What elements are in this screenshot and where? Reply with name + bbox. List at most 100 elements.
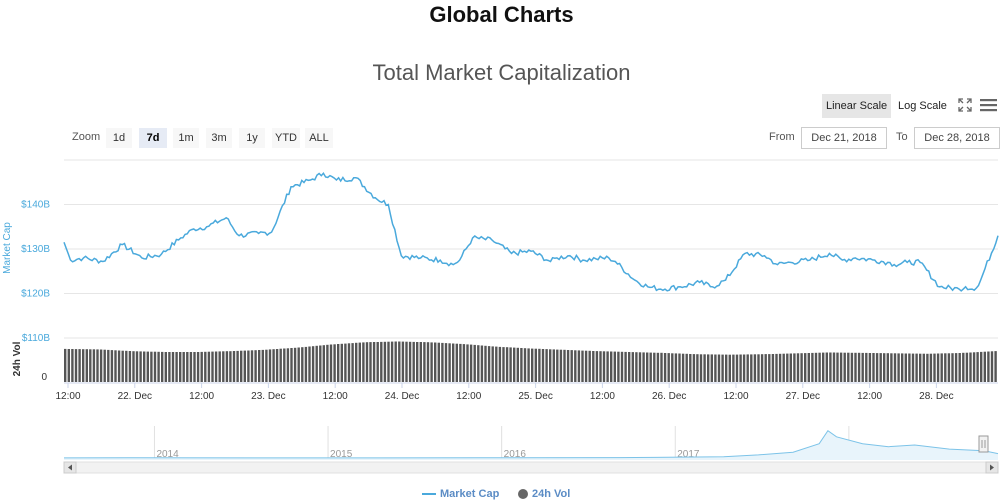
volume-bar xyxy=(883,353,886,382)
volume-bar xyxy=(656,352,660,382)
volume-bar xyxy=(886,353,889,382)
volume-bar xyxy=(681,353,685,382)
volume-bar xyxy=(893,353,897,382)
zoom-3m-button[interactable]: 3m xyxy=(206,128,232,148)
volume-bar xyxy=(218,351,221,382)
volume-bar xyxy=(901,353,904,382)
volume-bar xyxy=(545,349,548,382)
volume-bar xyxy=(699,354,703,382)
volume-bar xyxy=(951,353,954,382)
volume-bar xyxy=(96,349,99,382)
volume-bar xyxy=(592,351,595,382)
zoom-1y-button[interactable]: 1y xyxy=(239,128,265,148)
y-tick-label: $120B xyxy=(21,289,50,300)
volume-bar xyxy=(725,354,728,382)
volume-bar xyxy=(344,343,347,382)
volume-bar xyxy=(146,351,149,382)
volume-bar xyxy=(714,354,717,382)
fullscreen-icon[interactable] xyxy=(958,98,972,112)
volume-bar xyxy=(613,351,616,382)
volume-bar xyxy=(462,344,466,382)
volume-bar xyxy=(875,353,879,382)
volume-bar xyxy=(541,349,545,382)
to-date-input[interactable]: Dec 28, 2018 xyxy=(914,127,1000,149)
volume-bar xyxy=(520,348,523,382)
volume-bar xyxy=(268,349,272,382)
volume-bar xyxy=(685,353,688,382)
zoom-1m-button[interactable]: 1m xyxy=(173,128,199,148)
x-tick-label: 12:00 xyxy=(590,391,615,402)
volume-bar xyxy=(735,354,739,382)
volume-bar xyxy=(703,354,706,382)
linear-scale-button[interactable]: Linear Scale xyxy=(822,94,892,118)
volume-bar xyxy=(861,352,864,382)
volume-bar xyxy=(674,353,678,382)
hamburger-menu-icon[interactable] xyxy=(980,98,997,112)
volume-bar xyxy=(365,342,369,382)
zoom-ytd-button[interactable]: YTD xyxy=(272,128,300,148)
x-tick-label: 26. Dec xyxy=(652,391,686,402)
volume-bar xyxy=(804,353,807,382)
volume-bar xyxy=(865,352,868,382)
volume-bar xyxy=(721,354,724,382)
volume-bar xyxy=(498,346,502,382)
from-date-input[interactable]: Dec 21, 2018 xyxy=(801,127,887,149)
volume-bar xyxy=(416,342,419,382)
from-label: From xyxy=(769,131,795,143)
volume-bar xyxy=(793,353,796,382)
volume-bar xyxy=(563,349,566,382)
volume-bar xyxy=(556,349,559,382)
volume-bar xyxy=(179,352,182,382)
volume-bar xyxy=(473,344,476,382)
volume-bar xyxy=(786,353,789,382)
volume-bar xyxy=(628,352,631,382)
navigator-area xyxy=(64,430,998,460)
volume-bar xyxy=(624,351,627,382)
volume-bar xyxy=(196,352,200,382)
navigator-year-label: 2016 xyxy=(504,449,527,460)
volume-bar xyxy=(778,353,782,382)
volume-axis-label: 24h Vol xyxy=(12,341,23,376)
volume-bar xyxy=(434,342,437,382)
volume-bar xyxy=(944,353,947,382)
volume-bar xyxy=(469,344,473,382)
volume-bar xyxy=(103,349,106,382)
legend-24h-vol[interactable]: 24h Vol xyxy=(518,488,570,500)
navigator-handle[interactable] xyxy=(978,435,989,453)
volume-bar xyxy=(534,348,537,382)
market-cap-line xyxy=(63,172,999,292)
volume-bar xyxy=(872,353,875,382)
volume-bar xyxy=(333,344,336,382)
volume-bar xyxy=(466,344,469,382)
volume-bar xyxy=(897,353,900,382)
volume-bar xyxy=(602,351,606,382)
volume-bar xyxy=(308,346,311,382)
volume-bar xyxy=(635,352,638,382)
zoom-1d-button[interactable]: 1d xyxy=(106,128,132,148)
volume-bar xyxy=(258,350,261,382)
zoom-label: Zoom xyxy=(72,131,101,143)
navigator-year-label: 2014 xyxy=(156,449,179,460)
x-tick-label: 12:00 xyxy=(189,391,214,402)
x-tick-label: 24. Dec xyxy=(385,391,419,402)
legend-market-cap[interactable]: Market Cap xyxy=(422,488,499,500)
volume-bar xyxy=(922,353,925,382)
zoom-all-button[interactable]: ALL xyxy=(305,128,333,148)
volume-bar xyxy=(653,352,656,382)
log-scale-button[interactable]: Log Scale xyxy=(898,100,947,112)
volume-bar xyxy=(667,353,670,382)
volume-bar xyxy=(584,350,588,382)
volume-bar xyxy=(182,352,185,382)
volume-bar xyxy=(890,353,893,382)
volume-bar xyxy=(362,342,365,382)
volume-bar xyxy=(753,354,757,382)
volume-bar xyxy=(638,352,642,382)
volume-bar xyxy=(911,353,915,382)
volume-bar xyxy=(757,354,760,382)
volume-bar xyxy=(207,351,211,382)
volume-bar xyxy=(85,349,88,382)
zoom-7d-button[interactable]: 7d xyxy=(139,128,167,148)
x-tick-label: 12:00 xyxy=(55,391,80,402)
volume-bar xyxy=(355,342,358,382)
volume-bar xyxy=(347,343,351,382)
